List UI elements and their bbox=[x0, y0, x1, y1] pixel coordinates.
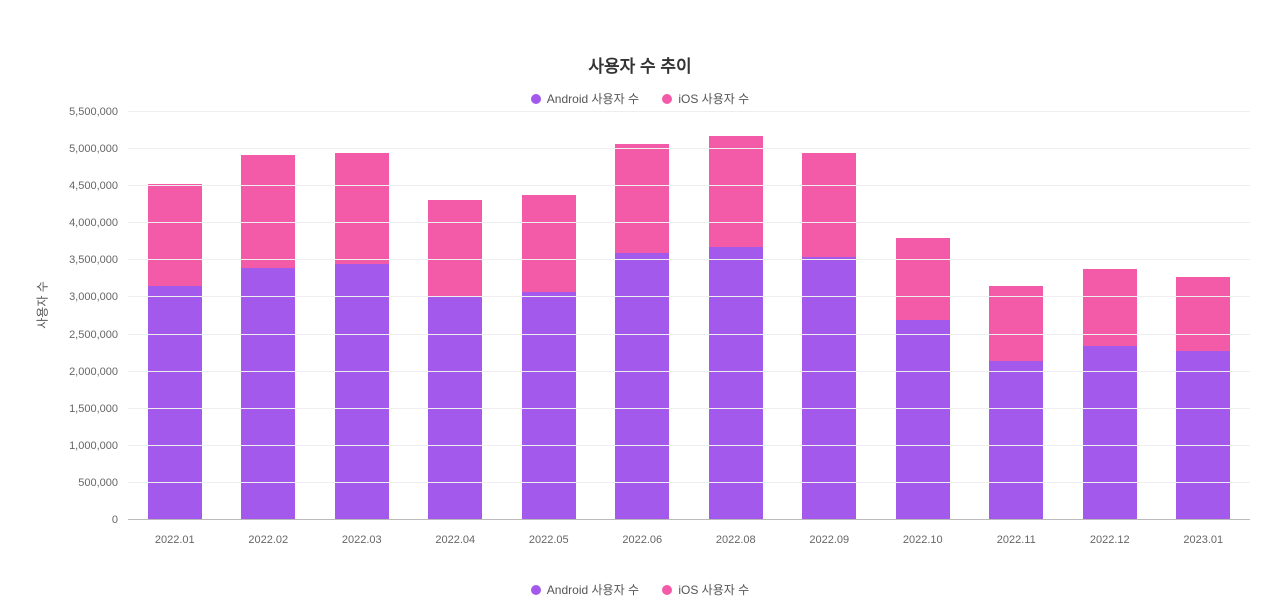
grid-line bbox=[128, 371, 1250, 372]
x-tick-label: 2022.03 bbox=[342, 520, 382, 546]
y-tick-label: 0 bbox=[38, 514, 128, 526]
legend-dot-icon bbox=[662, 585, 672, 595]
grid-line bbox=[128, 148, 1250, 149]
legend-dot-icon bbox=[531, 585, 541, 595]
bar-group[interactable] bbox=[989, 112, 1043, 520]
x-tick-label: 2022.10 bbox=[903, 520, 943, 546]
y-tick-label: 2,500,000 bbox=[38, 329, 128, 341]
bar-seg-android[interactable] bbox=[989, 361, 1043, 520]
bar-group[interactable] bbox=[428, 112, 482, 520]
x-tick-label: 2022.04 bbox=[435, 520, 475, 546]
grid-line bbox=[128, 519, 1250, 520]
x-tick-label: 2022.05 bbox=[529, 520, 569, 546]
bar-group[interactable] bbox=[335, 112, 389, 520]
bar-seg-android[interactable] bbox=[522, 292, 576, 520]
bar-seg-ios[interactable] bbox=[428, 200, 482, 298]
legend-item-android[interactable]: Android 사용자 수 bbox=[531, 581, 639, 598]
y-tick-label: 4,500,000 bbox=[38, 180, 128, 192]
y-tick-label: 5,500,000 bbox=[38, 106, 128, 118]
legend-item-ios[interactable]: iOS 사용자 수 bbox=[662, 581, 749, 598]
x-tick-label: 2022.08 bbox=[716, 520, 756, 546]
bar-seg-ios[interactable] bbox=[802, 153, 856, 257]
x-tick-label: 2023.01 bbox=[1183, 520, 1223, 546]
grid-line bbox=[128, 296, 1250, 297]
y-tick-label: 1,500,000 bbox=[38, 403, 128, 415]
legend-item-ios[interactable]: iOS 사용자 수 bbox=[662, 90, 749, 107]
bar-seg-android[interactable] bbox=[615, 253, 669, 520]
y-tick-label: 500,000 bbox=[38, 477, 128, 489]
x-tick-label: 2022.02 bbox=[248, 520, 288, 546]
grid-line bbox=[128, 185, 1250, 186]
chart-legend-top: Android 사용자 수 iOS 사용자 수 bbox=[0, 90, 1280, 107]
bar-group[interactable] bbox=[615, 112, 669, 520]
legend-label: iOS 사용자 수 bbox=[678, 581, 749, 598]
bar-seg-ios[interactable] bbox=[896, 238, 950, 320]
y-tick-label: 3,000,000 bbox=[38, 291, 128, 303]
bar-seg-ios[interactable] bbox=[335, 153, 389, 264]
x-tick-label: 2022.09 bbox=[809, 520, 849, 546]
y-tick-label: 2,000,000 bbox=[38, 366, 128, 378]
x-tick-label: 2022.01 bbox=[155, 520, 195, 546]
bar-group[interactable] bbox=[1176, 112, 1230, 520]
legend-dot-icon bbox=[531, 94, 541, 104]
bar-group[interactable] bbox=[709, 112, 763, 520]
grid-line bbox=[128, 111, 1250, 112]
bar-seg-android[interactable] bbox=[148, 286, 202, 520]
y-tick-label: 4,000,000 bbox=[38, 217, 128, 229]
bar-seg-ios[interactable] bbox=[709, 136, 763, 247]
grid-line bbox=[128, 259, 1250, 260]
bars-layer bbox=[128, 112, 1250, 520]
grid-line bbox=[128, 408, 1250, 409]
plot-area: 0500,0001,000,0001,500,0002,000,0002,500… bbox=[128, 112, 1250, 520]
bar-group[interactable] bbox=[896, 112, 950, 520]
user-trend-chart: 사용자 수 추이 Android 사용자 수 iOS 사용자 수 사용자 수 0… bbox=[0, 0, 1280, 610]
bar-group[interactable] bbox=[241, 112, 295, 520]
x-tick-label: 2022.12 bbox=[1090, 520, 1130, 546]
grid-line bbox=[128, 445, 1250, 446]
bar-seg-ios[interactable] bbox=[615, 144, 669, 253]
legend-dot-icon bbox=[662, 94, 672, 104]
legend-label: Android 사용자 수 bbox=[547, 581, 639, 598]
bar-group[interactable] bbox=[802, 112, 856, 520]
y-tick-label: 3,500,000 bbox=[38, 254, 128, 266]
chart-legend-bottom: Android 사용자 수 iOS 사용자 수 bbox=[0, 581, 1280, 598]
y-tick-label: 5,000,000 bbox=[38, 143, 128, 155]
bar-group[interactable] bbox=[148, 112, 202, 520]
bar-seg-android[interactable] bbox=[896, 320, 950, 520]
bar-seg-ios[interactable] bbox=[148, 184, 202, 286]
bar-seg-android[interactable] bbox=[428, 297, 482, 520]
bar-seg-ios[interactable] bbox=[241, 155, 295, 268]
grid-line bbox=[128, 482, 1250, 483]
bar-seg-ios[interactable] bbox=[1176, 277, 1230, 351]
grid-line bbox=[128, 334, 1250, 335]
bar-seg-android[interactable] bbox=[709, 247, 763, 520]
chart-title: 사용자 수 추이 bbox=[0, 52, 1280, 77]
bar-seg-android[interactable] bbox=[1083, 346, 1137, 520]
y-axis-title: 사용자 수 bbox=[33, 281, 50, 329]
x-tick-label: 2022.11 bbox=[997, 520, 1036, 546]
legend-item-android[interactable]: Android 사용자 수 bbox=[531, 90, 639, 107]
bar-group[interactable] bbox=[1083, 112, 1137, 520]
legend-label: Android 사용자 수 bbox=[547, 90, 639, 107]
x-tick-label: 2022.06 bbox=[622, 520, 662, 546]
grid-line bbox=[128, 222, 1250, 223]
bar-seg-ios[interactable] bbox=[522, 195, 576, 291]
bar-group[interactable] bbox=[522, 112, 576, 520]
legend-label: iOS 사용자 수 bbox=[678, 90, 749, 107]
bar-seg-android[interactable] bbox=[1176, 351, 1230, 520]
y-tick-label: 1,000,000 bbox=[38, 440, 128, 452]
